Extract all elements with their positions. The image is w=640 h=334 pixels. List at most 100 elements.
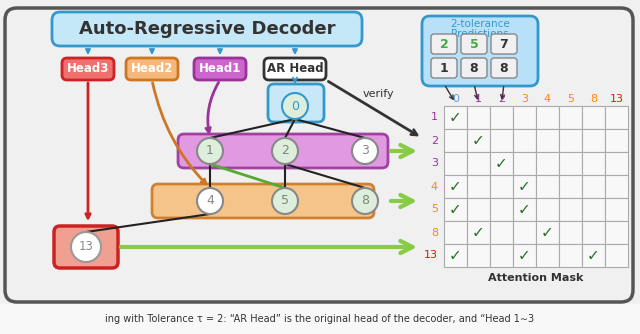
FancyBboxPatch shape <box>126 58 178 80</box>
Bar <box>444 244 467 267</box>
FancyBboxPatch shape <box>422 16 538 86</box>
Text: Head3: Head3 <box>67 62 109 75</box>
Bar <box>536 244 559 267</box>
Text: ✓: ✓ <box>518 179 531 194</box>
Bar <box>559 244 582 267</box>
Circle shape <box>272 188 298 214</box>
Text: 2: 2 <box>281 145 289 158</box>
FancyBboxPatch shape <box>264 58 326 80</box>
Text: 2-tolerance: 2-tolerance <box>450 19 510 29</box>
Text: 4: 4 <box>206 194 214 207</box>
FancyBboxPatch shape <box>152 184 374 218</box>
FancyBboxPatch shape <box>52 12 362 46</box>
Bar <box>605 152 628 175</box>
Text: 4: 4 <box>544 94 551 104</box>
Text: ✓: ✓ <box>449 248 462 263</box>
Bar <box>513 106 536 129</box>
Bar <box>536 129 559 152</box>
Bar <box>513 175 536 198</box>
Text: 4: 4 <box>431 181 438 191</box>
Bar <box>467 221 490 244</box>
Bar <box>536 221 559 244</box>
Text: Attention Mask: Attention Mask <box>488 273 584 283</box>
Text: 8: 8 <box>500 61 508 74</box>
Text: 13: 13 <box>609 94 623 104</box>
Bar <box>605 198 628 221</box>
Bar <box>605 175 628 198</box>
Text: ✓: ✓ <box>518 248 531 263</box>
FancyBboxPatch shape <box>268 84 324 122</box>
FancyBboxPatch shape <box>62 58 114 80</box>
Text: ing with Tolerance τ = 2: “AR Head” is the original head of the decoder, and “He: ing with Tolerance τ = 2: “AR Head” is t… <box>106 314 534 324</box>
FancyBboxPatch shape <box>431 58 457 78</box>
Text: verify: verify <box>362 89 394 99</box>
Text: 13: 13 <box>424 250 438 261</box>
Text: 3: 3 <box>521 94 528 104</box>
Bar <box>467 106 490 129</box>
Circle shape <box>272 138 298 164</box>
Bar <box>582 198 605 221</box>
Text: 5: 5 <box>281 194 289 207</box>
FancyBboxPatch shape <box>461 34 487 54</box>
Circle shape <box>71 232 101 262</box>
Bar <box>490 175 513 198</box>
Text: ✓: ✓ <box>449 110 462 125</box>
Circle shape <box>282 93 308 119</box>
Text: 0: 0 <box>452 94 459 104</box>
Bar <box>444 152 467 175</box>
Text: Auto-Regressive Decoder: Auto-Regressive Decoder <box>79 20 335 38</box>
Text: ✓: ✓ <box>472 133 485 148</box>
Bar <box>513 244 536 267</box>
Text: 1: 1 <box>206 145 214 158</box>
Bar <box>467 152 490 175</box>
Text: 13: 13 <box>79 240 93 254</box>
Bar <box>559 106 582 129</box>
Bar <box>467 198 490 221</box>
Text: ✓: ✓ <box>518 202 531 217</box>
Bar <box>490 244 513 267</box>
Bar <box>605 106 628 129</box>
Bar <box>605 129 628 152</box>
Bar <box>467 244 490 267</box>
Bar <box>605 244 628 267</box>
FancyBboxPatch shape <box>5 8 633 302</box>
Text: ✓: ✓ <box>587 248 600 263</box>
Text: 1: 1 <box>475 94 482 104</box>
Text: ✓: ✓ <box>541 225 554 240</box>
Bar <box>536 152 559 175</box>
Bar <box>444 198 467 221</box>
Text: 2: 2 <box>431 136 438 146</box>
Bar <box>536 106 559 129</box>
Text: ✓: ✓ <box>495 156 508 171</box>
Circle shape <box>197 188 223 214</box>
Text: Predictions: Predictions <box>451 29 509 39</box>
Text: ✓: ✓ <box>449 202 462 217</box>
Text: 2: 2 <box>440 37 449 50</box>
Bar <box>513 221 536 244</box>
Text: 5: 5 <box>431 204 438 214</box>
Bar <box>582 152 605 175</box>
Bar <box>605 221 628 244</box>
Text: 7: 7 <box>500 37 508 50</box>
Text: 3: 3 <box>361 145 369 158</box>
FancyBboxPatch shape <box>431 34 457 54</box>
Bar <box>582 106 605 129</box>
Bar <box>467 175 490 198</box>
Text: 3: 3 <box>431 159 438 168</box>
Bar <box>559 175 582 198</box>
Bar <box>559 152 582 175</box>
Text: 0: 0 <box>291 100 299 113</box>
Bar <box>536 175 559 198</box>
Text: ✓: ✓ <box>449 179 462 194</box>
Text: 8: 8 <box>361 194 369 207</box>
FancyBboxPatch shape <box>194 58 246 80</box>
Bar <box>536 198 559 221</box>
Bar <box>467 129 490 152</box>
Text: 5: 5 <box>470 37 478 50</box>
Bar <box>582 129 605 152</box>
FancyBboxPatch shape <box>54 226 118 268</box>
Bar <box>444 106 467 129</box>
Bar <box>582 175 605 198</box>
Bar <box>513 152 536 175</box>
Bar <box>513 198 536 221</box>
